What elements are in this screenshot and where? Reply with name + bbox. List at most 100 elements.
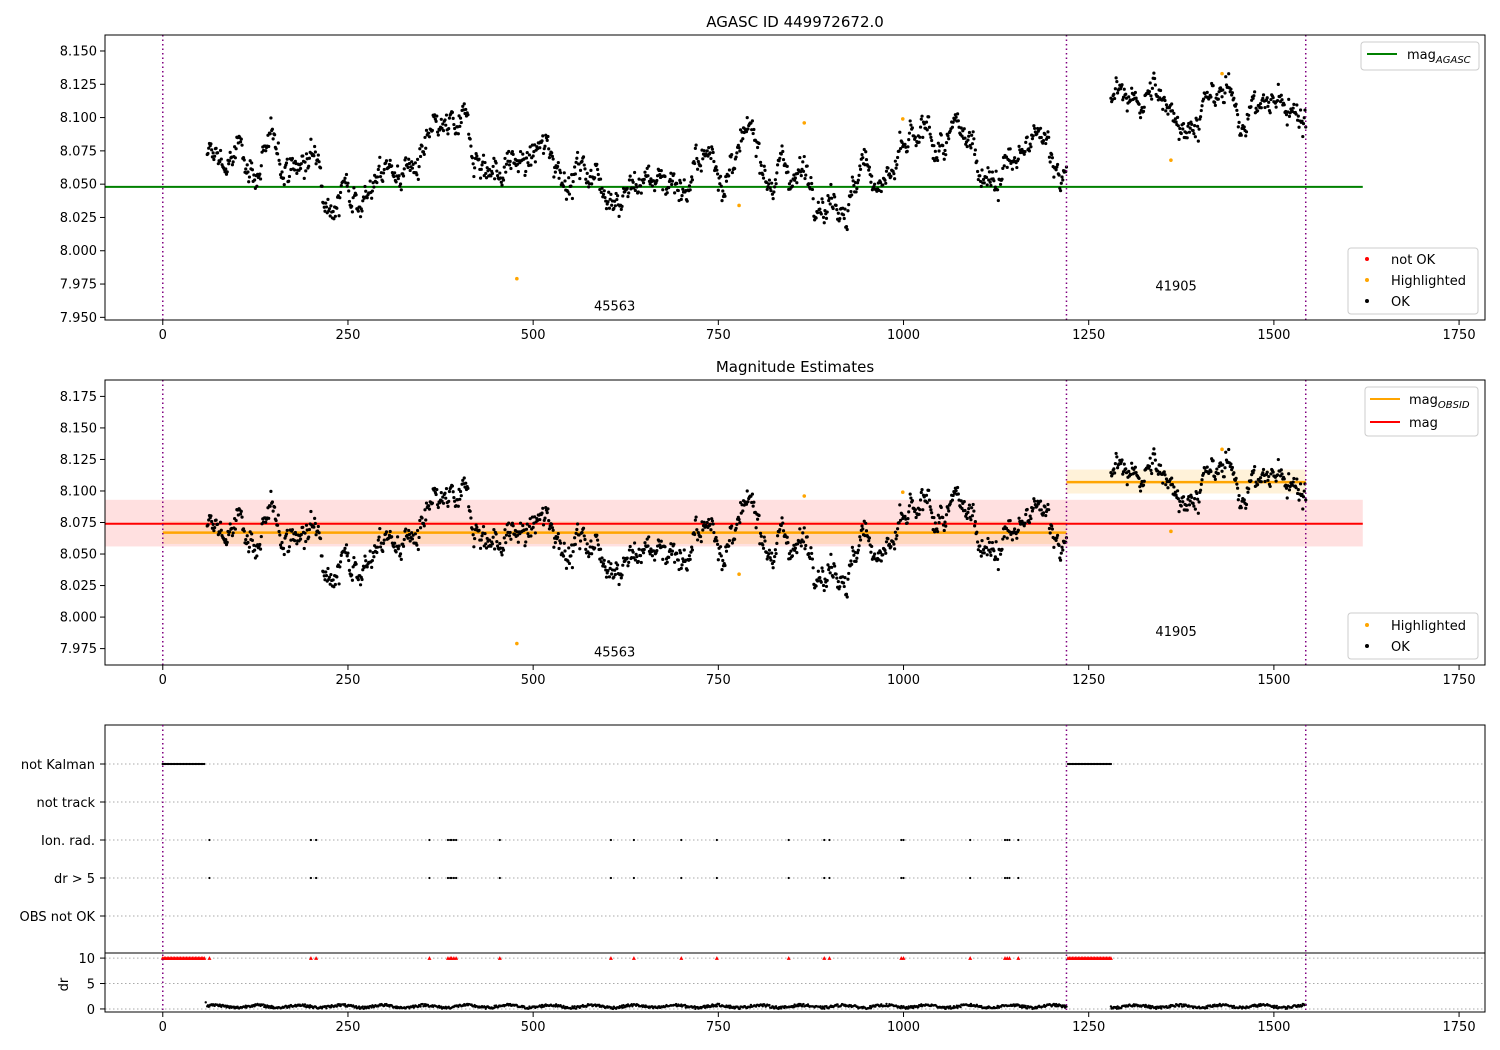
ok-point: [516, 170, 520, 174]
ok-point: [527, 153, 532, 157]
ok-point: [335, 206, 339, 210]
ok-point: [467, 132, 471, 136]
ok-point: [515, 159, 519, 163]
ok-point: [601, 192, 606, 196]
legend-line-label: mag: [1409, 416, 1438, 431]
ok-point: [585, 171, 589, 175]
panel2-xtick-label: 0: [159, 673, 167, 688]
ok-point: [233, 156, 237, 160]
ok-point: [370, 558, 375, 563]
ok-point: [1300, 119, 1304, 123]
dr-point: [715, 1005, 719, 1008]
ok-point: [1125, 109, 1129, 113]
ok-point: [225, 170, 229, 174]
ok-point: [762, 535, 766, 539]
ok-point: [858, 164, 862, 168]
ok-point: [970, 514, 975, 518]
legend-line-label: magOBSID: [1409, 393, 1470, 411]
ok-point: [1152, 447, 1156, 451]
ok-point: [826, 563, 830, 567]
ok-point: [459, 494, 463, 498]
ok-point: [375, 180, 379, 185]
ok-point: [1190, 122, 1194, 126]
ok-point: [884, 181, 888, 185]
ok-point: [758, 160, 763, 164]
panel3-xtick-label: 1500: [1257, 1020, 1290, 1035]
ok-point: [464, 107, 468, 112]
ok-point: [918, 498, 923, 502]
ok-point: [523, 173, 527, 177]
ok-point: [470, 156, 475, 160]
ok-point: [924, 120, 929, 124]
ok-point: [785, 164, 789, 169]
ok-point: [795, 551, 799, 555]
ok-point: [481, 525, 486, 529]
ok-point: [786, 540, 790, 545]
ok-point: [1008, 519, 1012, 523]
ok-point: [723, 194, 727, 198]
ok-point: [578, 539, 583, 543]
ok-point: [1058, 558, 1063, 562]
ok-point: [489, 544, 493, 548]
dr-point: [819, 1005, 822, 1008]
ok-point: [981, 177, 986, 182]
ok-point: [1196, 511, 1200, 515]
ok-point: [500, 553, 504, 557]
ok-point: [775, 163, 780, 167]
dr5-point: [969, 876, 972, 880]
ok-point: [1199, 108, 1203, 113]
ok-point: [518, 149, 523, 154]
ok-point: [750, 119, 755, 123]
ok-point: [673, 191, 677, 195]
ok-point: [546, 134, 550, 139]
ok-point: [1158, 88, 1163, 93]
ok-point: [1038, 126, 1043, 130]
dr5-point: [498, 876, 501, 880]
highlighted-point: [900, 490, 905, 495]
ok-point: [1115, 455, 1119, 459]
panel1-ytick-label: 8.050: [60, 178, 97, 193]
ok-point: [1133, 465, 1137, 469]
ok-point: [860, 524, 864, 528]
ok-point: [767, 178, 772, 182]
ok-point: [947, 509, 951, 513]
ok-point: [363, 184, 367, 189]
dr-ytick-label: 10: [78, 952, 95, 967]
ok-point: [555, 535, 560, 539]
ok-point: [884, 551, 888, 555]
ok-point: [218, 531, 222, 535]
ok-point: [475, 525, 479, 529]
ok-point: [242, 529, 246, 533]
ok-point: [370, 189, 375, 193]
ok-point: [503, 528, 507, 532]
ok-point: [1061, 178, 1065, 182]
dr5-point: [823, 876, 826, 880]
ok-point: [1124, 92, 1128, 96]
ok-point: [950, 498, 955, 502]
ok-point: [247, 175, 252, 179]
ok-point: [1170, 109, 1175, 113]
ok-point: [424, 518, 428, 522]
ok-point: [1017, 516, 1021, 520]
ok-point: [820, 197, 824, 201]
ion-rad-point: [900, 838, 903, 842]
ok-point: [830, 565, 834, 569]
ok-point: [694, 143, 698, 147]
ok-point: [1287, 488, 1292, 492]
ok-point: [678, 551, 683, 555]
ok-point: [822, 588, 826, 593]
ok-point: [1229, 87, 1233, 91]
ok-point: [913, 135, 917, 139]
ok-point: [928, 505, 932, 509]
ok-point: [280, 170, 284, 174]
ok-point: [1137, 102, 1141, 106]
ok-point: [775, 171, 779, 175]
ok-point: [827, 196, 832, 200]
dr-point: [1286, 1007, 1289, 1010]
panel1-ytick-label: 8.125: [60, 78, 97, 93]
ok-point: [810, 181, 814, 186]
ok-point: [761, 176, 766, 180]
dr-point: [783, 1006, 786, 1010]
ok-point: [446, 504, 450, 508]
ok-point: [609, 562, 613, 566]
